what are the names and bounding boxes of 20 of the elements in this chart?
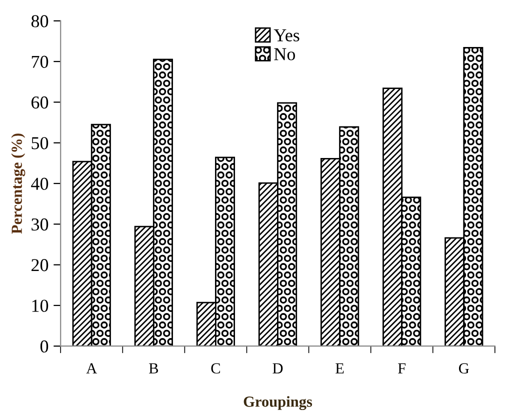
y-axis-title: Percentage (%) (11, 134, 26, 234)
x-tick-label: E (336, 363, 344, 374)
y-tick-label: 10 (32, 300, 48, 312)
legend-label: No (274, 48, 296, 60)
y-tick-label: 80 (31, 15, 48, 28)
y-tick-label: 40 (31, 178, 48, 190)
y-tick-label: 70 (32, 56, 48, 68)
y-tick-label: 0 (40, 340, 48, 353)
y-tick-label: 20 (32, 259, 48, 272)
x-tick-label: A (86, 363, 98, 374)
y-tick-label: 60 (32, 96, 48, 109)
x-tick-label: F (398, 363, 406, 374)
legend-label: Yes (274, 29, 300, 42)
x-tick-label: C (211, 363, 220, 374)
x-axis-title: Groupings (244, 396, 312, 410)
y-tick-label: 30 (32, 218, 48, 231)
x-tick-label: B (149, 363, 158, 374)
x-tick-label: G (458, 363, 469, 374)
x-tick-label: D (272, 363, 283, 374)
y-tick-label: 50 (32, 137, 48, 150)
